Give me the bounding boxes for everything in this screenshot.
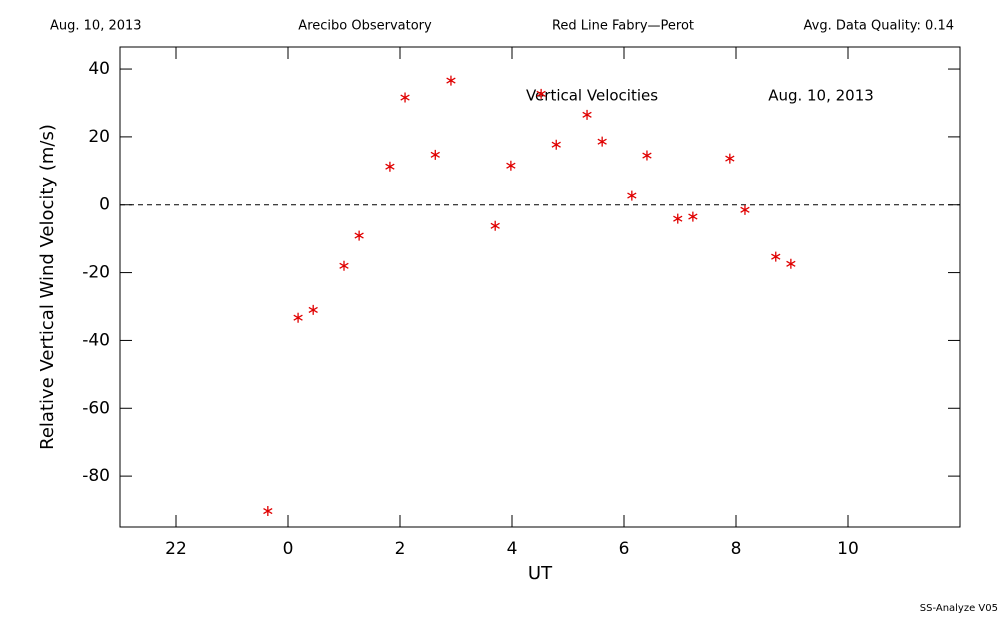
y-tick-label: -80 bbox=[82, 466, 110, 486]
x-tick-label: 8 bbox=[731, 539, 742, 559]
x-tick-label: 2 bbox=[395, 539, 406, 559]
footer: SS-Analyze V05 bbox=[920, 603, 998, 614]
header-instrument: Red Line Fabry—Perot bbox=[552, 19, 694, 34]
annotation: Vertical Velocities bbox=[526, 87, 658, 105]
header-quality: Avg. Data Quality: 0.14 bbox=[804, 19, 954, 34]
annotation: Aug. 10, 2013 bbox=[768, 87, 874, 105]
data-point bbox=[430, 149, 440, 160]
data-point bbox=[506, 160, 516, 171]
y-tick-label: -40 bbox=[82, 330, 110, 350]
y-tick-label: -60 bbox=[82, 398, 110, 418]
y-tick-label: 20 bbox=[88, 127, 110, 147]
data-point bbox=[263, 506, 273, 517]
data-point bbox=[385, 161, 395, 172]
x-tick-label: 4 bbox=[507, 539, 518, 559]
data-point bbox=[627, 190, 637, 201]
data-point bbox=[354, 230, 364, 241]
data-point bbox=[597, 136, 607, 147]
data-point bbox=[490, 220, 500, 231]
data-point bbox=[582, 109, 592, 120]
plot-frame bbox=[119, 46, 961, 528]
data-point bbox=[551, 139, 561, 150]
y-tick-label: 40 bbox=[88, 59, 110, 79]
data-point bbox=[673, 213, 683, 224]
y-axis-label: Relative Vertical Wind Velocity (m/s) bbox=[37, 124, 58, 450]
data-point bbox=[536, 88, 546, 99]
data-point bbox=[740, 204, 750, 215]
x-tick-label: 22 bbox=[165, 539, 187, 559]
data-point bbox=[293, 312, 303, 323]
data-point bbox=[642, 150, 652, 161]
x-tick-label: 6 bbox=[619, 539, 630, 559]
data-point bbox=[339, 260, 349, 271]
y-tick-label: -20 bbox=[82, 263, 110, 283]
data-point bbox=[688, 211, 698, 222]
x-axis-label: UT bbox=[528, 563, 553, 584]
data-point bbox=[446, 75, 456, 86]
header-site: Arecibo Observatory bbox=[298, 19, 432, 34]
data-point bbox=[771, 251, 781, 262]
data-point bbox=[786, 258, 796, 269]
y-tick-label: 0 bbox=[99, 195, 110, 215]
data-point bbox=[725, 153, 735, 164]
x-tick-label: 10 bbox=[837, 539, 859, 559]
data-point bbox=[400, 92, 410, 103]
header-date: Aug. 10, 2013 bbox=[50, 19, 142, 34]
x-tick-label: 0 bbox=[283, 539, 294, 559]
data-point bbox=[308, 304, 318, 315]
